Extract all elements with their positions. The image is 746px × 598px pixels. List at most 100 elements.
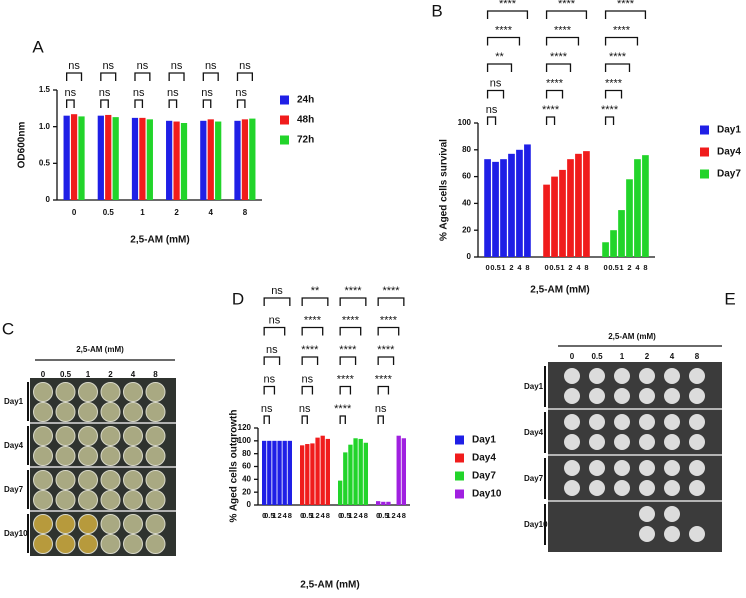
well [55, 534, 76, 554]
well [33, 382, 53, 402]
legend-swatch [700, 147, 709, 157]
significance-bracket [263, 326, 286, 336]
well [145, 402, 166, 422]
significance-label: ns [269, 314, 281, 326]
spot [589, 460, 605, 476]
legend-label: Day1 [717, 125, 741, 136]
significance-bracket [301, 385, 314, 395]
spot [664, 526, 680, 542]
bar [105, 114, 112, 200]
bar [567, 159, 574, 257]
x-tick-label: 8 [643, 263, 647, 272]
spot [664, 506, 680, 522]
x-tick-label: 2 [568, 263, 572, 272]
well [33, 402, 53, 422]
significance-label: **** [601, 104, 619, 116]
image-title: 2,5-AM (mM) [76, 345, 124, 354]
x-tick-label: 8 [525, 263, 529, 272]
column-label: 0.5 [60, 370, 72, 379]
significance-label: ns [167, 87, 179, 99]
significance-bracket [339, 326, 362, 336]
spot [564, 460, 580, 476]
significance-label: ns [235, 87, 247, 99]
spot [664, 434, 680, 450]
y-tick-label: 20 [462, 225, 471, 234]
legend-label: Day1 [472, 435, 496, 446]
well [145, 382, 166, 402]
well [123, 470, 143, 490]
significance-bracket [545, 63, 572, 72]
significance-label: **** [609, 51, 627, 63]
bar [287, 440, 292, 505]
significance-label: ns [201, 87, 213, 99]
panel-label: C [2, 319, 14, 338]
row-label: Day1 [4, 397, 24, 406]
x-tick-label: 2 [174, 208, 179, 217]
spot [564, 414, 580, 430]
x-tick-label: 4 [283, 511, 288, 520]
y-tick-label: 0 [46, 195, 51, 204]
bar [396, 435, 401, 505]
well [145, 490, 166, 510]
significance-label: **** [342, 314, 360, 326]
column-label: 2 [108, 370, 113, 379]
x-tick-label: 4 [517, 263, 522, 272]
spot [564, 388, 580, 404]
x-tick-label: 8 [243, 208, 248, 217]
y-tick-label: 20 [242, 487, 251, 496]
well [78, 382, 98, 402]
column-label: 2 [645, 352, 650, 361]
well [123, 490, 143, 510]
bar [325, 438, 330, 505]
legend-swatch [455, 435, 464, 445]
significance-label: ns [301, 373, 313, 385]
well [78, 426, 98, 446]
panel-label: D [232, 289, 244, 308]
x-tick-label: 1 [310, 511, 314, 520]
significance-bracket [604, 10, 647, 19]
panel-label: A [32, 37, 44, 56]
y-axis-title: OD600nm [17, 122, 28, 169]
y-tick-label: 100 [238, 436, 252, 445]
significance-label: ns [68, 60, 80, 72]
legend-label: Day7 [472, 471, 496, 482]
well [100, 490, 121, 510]
significance-label: **** [554, 24, 572, 36]
spot [564, 368, 580, 384]
spot [614, 388, 630, 404]
bar [376, 501, 381, 505]
significance-bracket [486, 116, 497, 125]
significance-bracket [301, 326, 324, 336]
spot [639, 460, 655, 476]
bar [602, 242, 609, 257]
x-tick-label: 4 [397, 511, 402, 520]
significance-bracket [100, 99, 109, 108]
x-tick-label: 0 [485, 263, 489, 272]
bar [642, 155, 649, 257]
row-label: Day4 [4, 441, 24, 450]
row-label: Day10 [4, 529, 28, 538]
well [123, 402, 143, 422]
legend-label: Day7 [717, 169, 741, 180]
x-tick-label: 1 [140, 208, 145, 217]
spot [639, 368, 655, 384]
bar [315, 437, 320, 505]
significance-bracket [545, 89, 564, 99]
significance-bracket [263, 415, 270, 424]
x-axis-title: 2,5-AM (mM) [530, 285, 589, 296]
significance-bracket [377, 297, 405, 306]
legend-label: Day4 [717, 147, 741, 158]
x-tick-label: 2 [391, 511, 395, 520]
significance-bracket [339, 415, 346, 424]
spot [614, 414, 630, 430]
bar [551, 176, 558, 257]
significance-bracket [604, 116, 615, 125]
x-axis-title: 2,5-AM (mM) [300, 580, 359, 591]
bar [353, 438, 358, 505]
x-axis-title: 2,5-AM (mM) [130, 235, 189, 246]
spot [614, 480, 630, 496]
bar [97, 115, 104, 200]
bar [610, 230, 617, 257]
spot [689, 526, 705, 542]
bar [508, 153, 515, 257]
